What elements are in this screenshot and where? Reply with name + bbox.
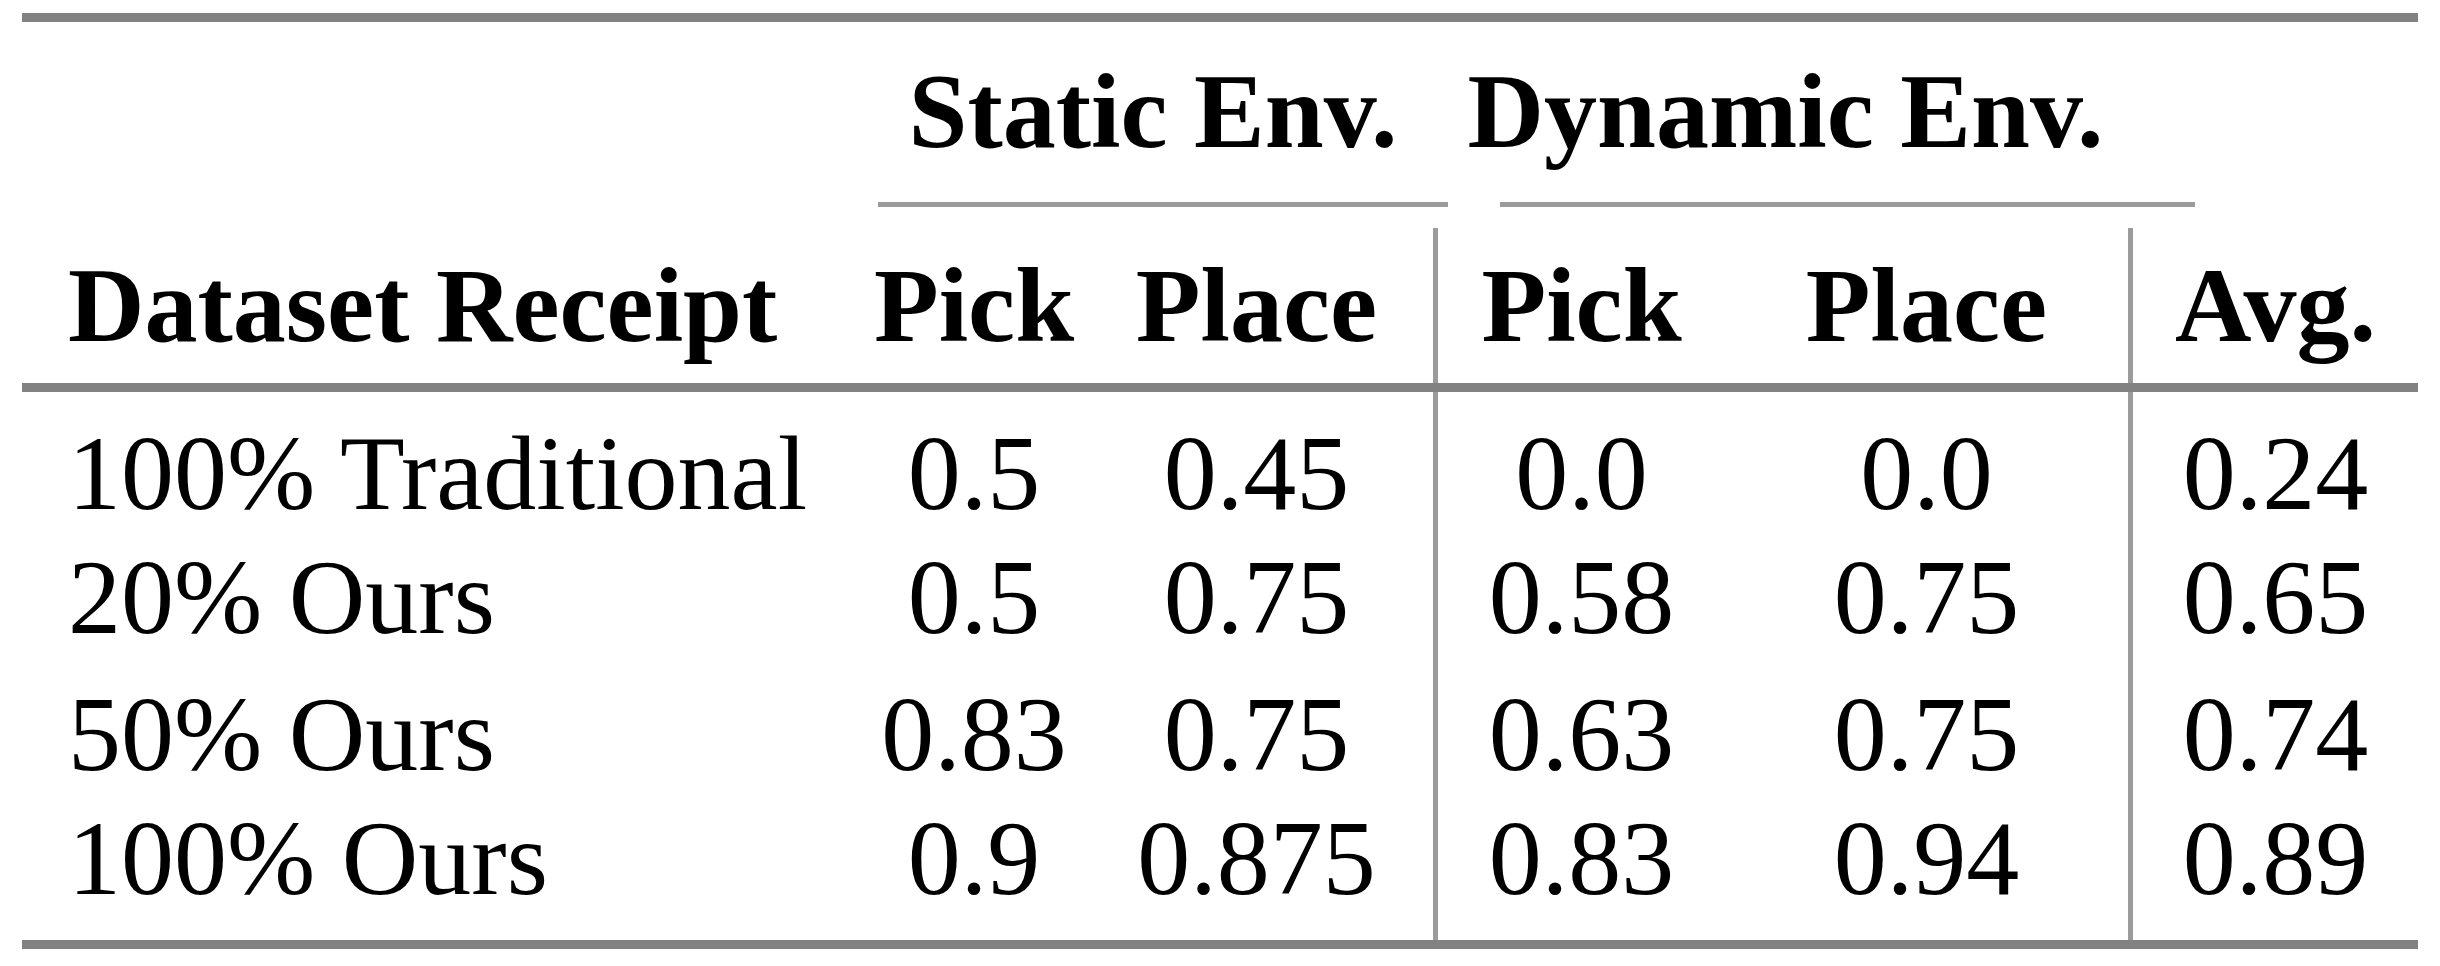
table-cell: 0.74 (2133, 666, 2418, 803)
table-cell: 0.0 (1725, 392, 2133, 529)
span-header-dynamic-env: Dynamic Env. (1438, 22, 2133, 202)
table-cell: 0.5 (868, 529, 1080, 666)
col-header-avg: Avg. (2133, 228, 2418, 383)
table-cell: 0.9 (868, 803, 1080, 940)
table-cell: 0.83 (868, 666, 1080, 803)
row-label: 100% Ours (22, 803, 868, 940)
spacer-cell (22, 22, 868, 202)
table-cell: 0.63 (1438, 666, 1725, 803)
spacer-cell (22, 202, 868, 228)
row-label: 50% Ours (22, 666, 868, 803)
table-cell: 0.75 (1080, 666, 1438, 803)
table-cell: 0.45 (1080, 392, 1438, 529)
results-table: Static Env. Dynamic Env. Dataset Receipt… (22, 13, 2418, 949)
row-label: 20% Ours (22, 529, 868, 666)
col-header-dynamic-pick: Pick (1438, 228, 1725, 383)
paper-table-figure: Static Env. Dynamic Env. Dataset Receipt… (0, 0, 2440, 966)
col-header-dynamic-place: Place (1725, 228, 2133, 383)
dynamic-env-cmidrule (1500, 202, 2195, 207)
table-cell: 0.58 (1438, 529, 1725, 666)
table-cell: 0.0 (1438, 392, 1725, 529)
row-label: 100% Traditional (22, 392, 868, 529)
mid-rule (22, 383, 2418, 392)
table-cell: 0.75 (1725, 529, 2133, 666)
table-cell: 0.94 (1725, 803, 2133, 940)
spacer-cell (2133, 202, 2418, 228)
top-rule (22, 13, 2418, 22)
col-header-static-place: Place (1080, 228, 1438, 383)
table-cell: 0.89 (2133, 803, 2418, 940)
table-cell: 0.875 (1080, 803, 1438, 940)
static-env-cmidrule (878, 202, 1448, 207)
static-env-cmidrule-cell (868, 202, 1438, 207)
dynamic-env-cmidrule-cell (1438, 202, 2133, 207)
table-cell: 0.24 (2133, 392, 2418, 529)
table-cell: 0.5 (868, 392, 1080, 529)
table-cell: 0.75 (1080, 529, 1438, 666)
col-header-static-pick: Pick (868, 228, 1080, 383)
span-header-static-env: Static Env. (868, 22, 1438, 202)
bottom-rule (22, 940, 2418, 949)
spacer-cell (2133, 22, 2418, 202)
table-cell: 0.65 (2133, 529, 2418, 666)
col-header-dataset-receipt: Dataset Receipt (22, 228, 868, 383)
table-cell: 0.75 (1725, 666, 2133, 803)
table-cell: 0.83 (1438, 803, 1725, 940)
